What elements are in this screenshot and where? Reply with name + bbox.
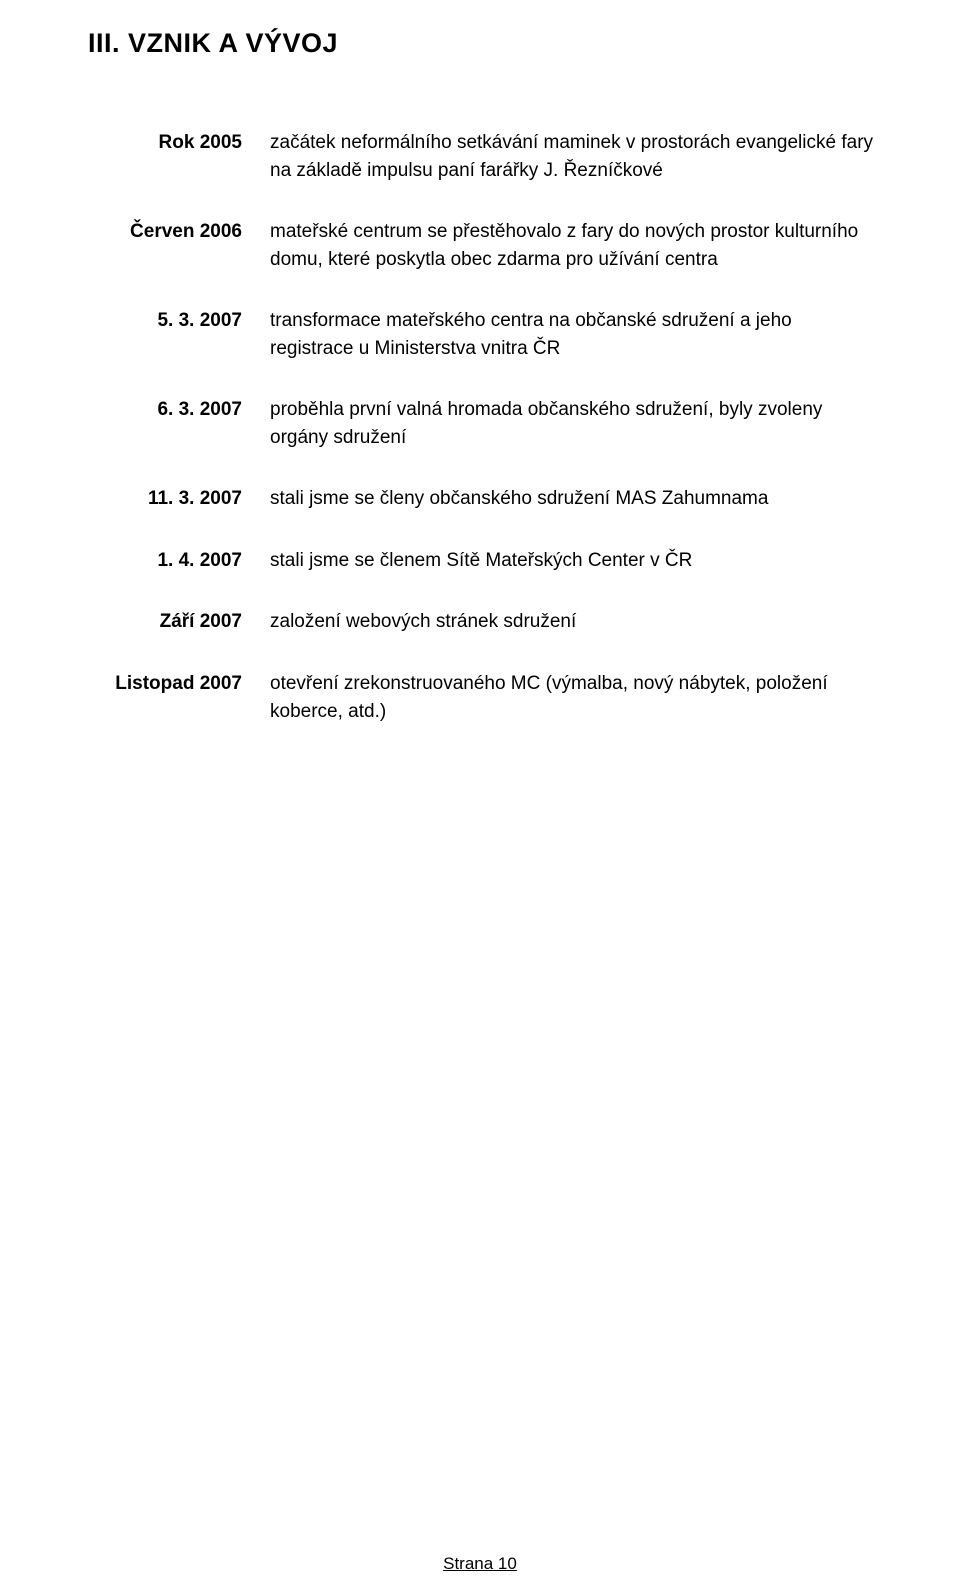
timeline-date: 5. 3. 2007 [88,307,270,335]
timeline-date: 6. 3. 2007 [88,396,270,424]
timeline-text: stali jsme se členy občanského sdružení … [270,485,880,513]
timeline-row: 5. 3. 2007 transformace mateřského centr… [88,307,880,362]
section-title: III. VZNIK A VÝVOJ [88,28,880,59]
timeline-row: 11. 3. 2007 stali jsme se členy občanské… [88,485,880,513]
timeline-date: 11. 3. 2007 [88,485,270,513]
timeline-text: začátek neformálního setkávání maminek v… [270,129,880,184]
timeline-text: otevření zrekonstruovaného MC (výmalba, … [270,670,880,725]
timeline-row: 6. 3. 2007 proběhla první valná hromada … [88,396,880,451]
timeline-row: Listopad 2007 otevření zrekonstruovaného… [88,670,880,725]
page-number: Strana 10 [0,1554,960,1574]
timeline-row: Rok 2005 začátek neformálního setkávání … [88,129,880,184]
timeline-date: Červen 2006 [88,218,270,246]
timeline-text: stali jsme se členem Sítě Mateřských Cen… [270,547,880,575]
timeline-date: 1. 4. 2007 [88,547,270,575]
timeline-text: založení webových stránek sdružení [270,608,880,636]
timeline-row: Září 2007 založení webových stránek sdru… [88,608,880,636]
timeline-row: 1. 4. 2007 stali jsme se členem Sítě Mat… [88,547,880,575]
timeline-text: proběhla první valná hromada občanského … [270,396,880,451]
document-page: III. VZNIK A VÝVOJ Rok 2005 začátek nefo… [0,0,960,1594]
timeline-date: Listopad 2007 [88,670,270,698]
timeline-date: Rok 2005 [88,129,270,157]
timeline-text: transformace mateřského centra na občans… [270,307,880,362]
timeline-text: mateřské centrum se přestěhovalo z fary … [270,218,880,273]
timeline-date: Září 2007 [88,608,270,636]
timeline-row: Červen 2006 mateřské centrum se přestěho… [88,218,880,273]
